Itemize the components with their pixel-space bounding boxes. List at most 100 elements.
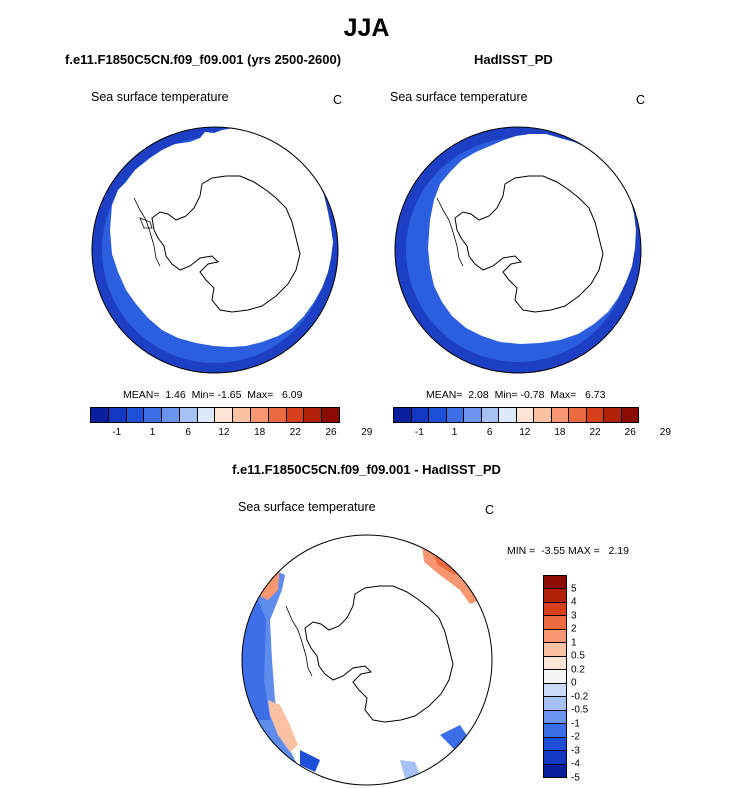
colorbar-swatch: [481, 408, 499, 422]
colorbar-swatch: [144, 408, 163, 422]
panel-1-stats: MEAN= 1.46 Min= -1.65 Max= 6.09: [123, 389, 303, 401]
colorbar-tick-label: 5: [571, 583, 577, 595]
colorbar-swatch: [286, 408, 305, 422]
panel-2-units: C: [636, 93, 646, 107]
colorbar-tick-label: 26: [624, 427, 636, 438]
colorbar-tick-label: 1: [149, 427, 156, 438]
colorbar-tick-label: 18: [554, 427, 566, 438]
colorbar-swatch: [544, 656, 566, 671]
colorbar-swatch: [91, 408, 109, 422]
colorbar-tick-label: 2: [571, 623, 577, 635]
colorbar-swatch: [544, 670, 566, 684]
panel-3-coastline: [285, 585, 454, 723]
colorbar-tick-label: 22: [289, 427, 301, 438]
panel-3-colorbar-ticks: 5 4 3 2 1 0.5 0.2 0 -0.2 -0.5 -1 -2 -3 -4 -5: [571, 575, 611, 783]
colorbar-swatch: [429, 408, 447, 422]
colorbar-tick-label: -4: [571, 758, 580, 770]
colorbar-tick-label: 26: [325, 427, 337, 438]
colorbar-tick-label: -1: [112, 427, 122, 438]
colorbar-swatch: [544, 710, 566, 725]
colorbar-tick-label: -0.5: [571, 704, 589, 716]
colorbar-tick-label: 0.5: [571, 650, 585, 662]
panel-1-sst-field: [92, 127, 338, 373]
colorbar-swatch: [304, 408, 323, 422]
colorbar-tick-label: 0: [571, 677, 577, 689]
colorbar-tick-label: 3: [571, 610, 577, 622]
panel-3-variable-label: Sea surface temperature: [238, 500, 376, 514]
colorbar-tick-label: 6: [185, 427, 191, 438]
panel-2-variable-label: Sea surface temperature: [390, 90, 528, 104]
panel-2-coastline: [436, 175, 604, 313]
colorbar-tick-label: 4: [571, 596, 577, 608]
colorbar-tick-label: -1: [414, 427, 424, 438]
colorbar-tick-label: 0.2: [571, 664, 585, 676]
colorbar-tick-label: 22: [589, 427, 601, 438]
colorbar-swatch: [215, 408, 234, 422]
panel-1-units: C: [333, 93, 343, 107]
colorbar-swatch: [162, 408, 180, 422]
colorbar-swatch: [268, 408, 287, 422]
panel-1-variable-label: Sea surface temperature: [91, 90, 229, 104]
panel-3-colorbar: [543, 575, 567, 778]
colorbar-tick-label: 1: [571, 637, 577, 649]
colorbar-tick-label: -3: [571, 745, 580, 757]
panel-2-sst-field: [395, 127, 641, 373]
colorbar-swatch: [604, 408, 622, 422]
main-title: JJA: [343, 14, 390, 42]
colorbar-swatch: [394, 408, 412, 422]
colorbar-swatch: [544, 629, 566, 644]
colorbar-swatch: [499, 408, 517, 422]
panel-3-units: C: [485, 503, 495, 517]
colorbar-swatch: [322, 408, 339, 422]
colorbar-tick-label: 29: [361, 427, 373, 438]
colorbar-tick-label: -2: [571, 731, 580, 743]
colorbar-tick-label: 6: [486, 427, 493, 438]
colorbar-swatch: [586, 408, 604, 422]
panel-3-stats: MIN = -3.55 MAX = 2.19: [507, 545, 629, 557]
colorbar-swatch: [544, 589, 566, 603]
colorbar-swatch: [544, 576, 566, 590]
panel-1-colorbar: [90, 407, 340, 423]
colorbar-swatch: [551, 408, 569, 422]
colorbar-swatch: [544, 616, 566, 630]
colorbar-swatch: [621, 408, 638, 422]
colorbar-swatch: [179, 408, 198, 422]
panel-2-stats: MEAN= 2.08 Min= -0.78 Max= 6.73: [426, 389, 606, 401]
colorbar-swatch: [516, 408, 534, 422]
colorbar-tick-label: -0.2: [571, 691, 589, 703]
colorbar-swatch: [446, 408, 464, 422]
panel-1-title: f.e11.F1850C5CN.f09_f09.001 (yrs 2500-26…: [65, 52, 342, 67]
colorbar-swatch: [411, 408, 429, 422]
colorbar-swatch: [569, 408, 587, 422]
colorbar-swatch: [197, 408, 216, 422]
panel-3-title: f.e11.F1850C5CN.f09_f09.001 - HadISST_PD: [232, 462, 501, 477]
colorbar-swatch: [544, 683, 566, 698]
colorbar-tick-label: 29: [659, 427, 671, 438]
colorbar-tick-label: 12: [218, 427, 230, 438]
colorbar-swatch: [544, 764, 566, 778]
panel-3-diff-field: [242, 535, 492, 785]
panel-2-colorbar: [393, 407, 639, 423]
colorbar-swatch: [534, 408, 552, 422]
colorbar-swatch: [126, 408, 145, 422]
panel-2-colorbar-ticks: -1 1 6 12 18 22 26 29: [393, 427, 671, 441]
colorbar-swatch: [544, 737, 566, 752]
colorbar-tick-label: -5: [571, 772, 580, 784]
colorbar-swatch: [544, 697, 566, 711]
colorbar-swatch: [544, 643, 566, 657]
colorbar-swatch: [544, 724, 566, 738]
colorbar-swatch: [251, 408, 269, 422]
panel-2-title: HadISST_PD: [474, 52, 553, 67]
colorbar-swatch: [233, 408, 252, 422]
panel-1-coastline: [133, 175, 301, 313]
colorbar-tick-label: -1: [571, 718, 580, 730]
colorbar-swatch: [464, 408, 482, 422]
colorbar-tick-label: 1: [451, 427, 458, 438]
colorbar-swatch: [108, 408, 127, 422]
colorbar-swatch: [544, 751, 566, 765]
colorbar-tick-label: 12: [519, 427, 531, 438]
panel-1-colorbar-ticks: -1 1 6 12 18 22 26 29: [90, 427, 372, 441]
colorbar-swatch: [544, 602, 566, 617]
colorbar-tick-label: 18: [254, 427, 266, 438]
